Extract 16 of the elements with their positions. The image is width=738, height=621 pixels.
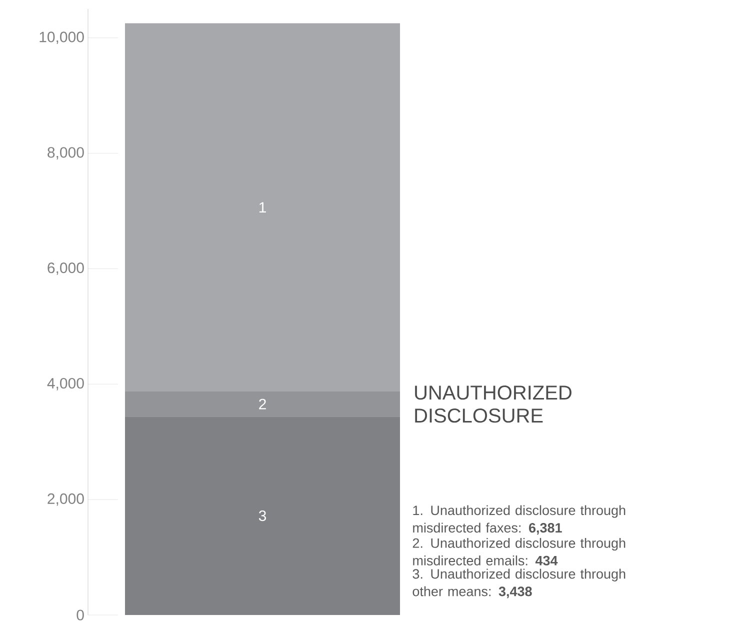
y-tick-label: 10,000 [40, 32, 84, 44]
y-tick-label: 2,000 [48, 493, 84, 506]
text: 2. Unauthorized disclosure through misdirected emails: 434 [412, 538, 626, 566]
series-label: 3 [258, 510, 266, 522]
series-label: 2 [259, 398, 266, 410]
legend-title: UNAUTHORIZED DISCLOSURE [415, 386, 572, 423]
text: 1. Unauthorized disclosure through misdirected faxes: 6,381 [413, 505, 626, 535]
y-tick-label: 0 [76, 610, 84, 620]
y-tick-label: 6,000 [48, 262, 84, 275]
y-tick-label: 4,000 [47, 378, 84, 390]
bar [125, 416, 400, 615]
series-label: 1 [259, 202, 266, 213]
bar [125, 23, 400, 392]
y-tick-label: 8,000 [48, 147, 84, 160]
bar [125, 392, 400, 417]
text: 3. Unauthorized disclosure through other means: 3,438 [412, 568, 626, 598]
